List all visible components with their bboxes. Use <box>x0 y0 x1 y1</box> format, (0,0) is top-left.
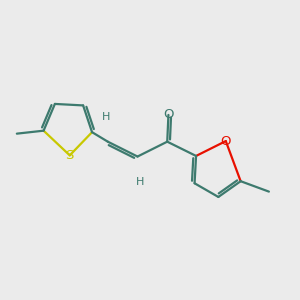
Text: O: O <box>163 108 174 122</box>
Text: S: S <box>66 149 74 162</box>
Text: H: H <box>102 112 110 122</box>
Text: O: O <box>220 135 231 148</box>
Text: H: H <box>135 177 144 187</box>
